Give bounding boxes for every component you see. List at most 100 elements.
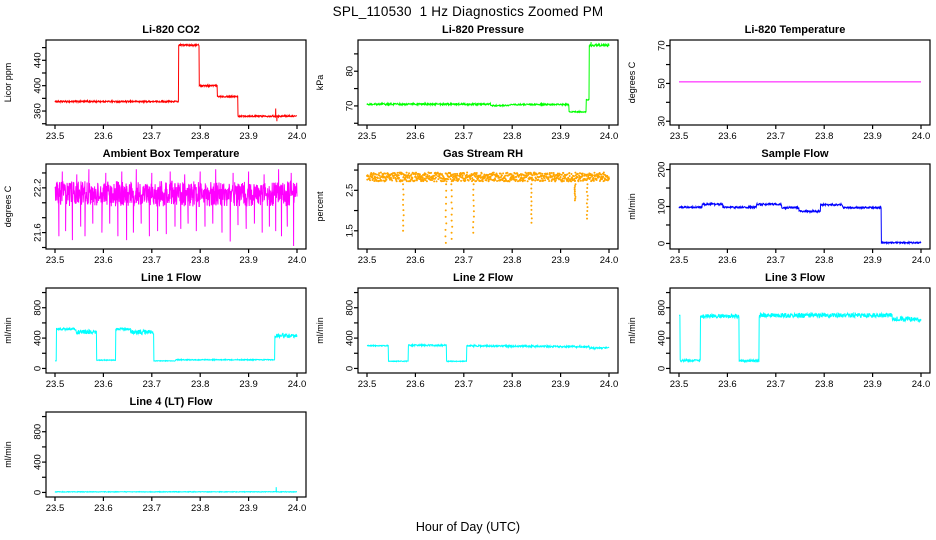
panel-line-3-flow: Line 3 Flow 23.5 23.6 23.7 23.8 23.9 24.0 0 400 8… xyxy=(624,270,936,394)
y-tick-label: 30 xyxy=(656,116,667,127)
x-tick-label: 23.6 xyxy=(94,503,113,514)
series-line xyxy=(55,326,298,362)
plot-box xyxy=(45,287,307,374)
y-axis-label: degrees C xyxy=(627,61,637,103)
y-axis-label: ml/min xyxy=(315,317,325,344)
y-axis-label: percent xyxy=(315,191,325,222)
x-tick-label: 23.9 xyxy=(239,379,258,390)
panel-plot: 23.5 23.6 23.7 23.8 23.9 24.0 360 400 440 Licor p… xyxy=(3,39,307,142)
x-tick-label: 23.5 xyxy=(46,255,65,266)
y-axis-label: Licor ppm xyxy=(3,63,13,103)
y-tick-label: 800 xyxy=(32,300,43,316)
x-tick-label: 24.0 xyxy=(912,379,931,390)
y-tick-label: 0 xyxy=(32,366,43,371)
series-line xyxy=(366,342,610,363)
plot-box xyxy=(357,39,619,126)
x-tick-label: 23.9 xyxy=(239,131,258,142)
y-tick-label: 360 xyxy=(32,103,43,119)
series-line xyxy=(678,201,922,246)
panel-ambient-box-temperature: Ambient Box Temperature 23.5 23.6 23.7 23.8 2… xyxy=(0,146,312,270)
series-dots xyxy=(366,171,610,244)
series-line xyxy=(54,42,297,122)
x-tick-label: 24.0 xyxy=(288,503,307,514)
x-tick-label: 23.5 xyxy=(358,131,377,142)
plot-box xyxy=(45,411,307,498)
y-tick-label: 0 xyxy=(656,366,667,371)
x-tick-label: 23.8 xyxy=(815,379,834,390)
panel-line-4-lt-flow: Line 4 (LT) Flow 23.5 23.6 23.7 23.8 23.9 24.0… xyxy=(0,394,312,518)
panel-plot: 23.5 23.6 23.7 23.8 23.9 24.0 0 400 800 ml/min xyxy=(3,287,307,390)
x-tick-label: 23.9 xyxy=(551,379,570,390)
x-tick-label: 23.7 xyxy=(143,503,162,514)
y-tick-label: 400 xyxy=(32,78,43,94)
plot-box xyxy=(45,39,307,126)
panel-sample-flow: Sample Flow 23.5 23.6 23.7 23.8 23.9 24.0 0 100 2… xyxy=(624,146,936,270)
series-line xyxy=(54,169,298,247)
panel-plot: 23.5 23.6 23.7 23.8 23.9 24.0 30 50 70 degrees C xyxy=(627,39,931,142)
panel-plot: 23.5 23.6 23.7 23.8 23.9 24.0 1.5 2.5 percent xyxy=(315,163,619,266)
series-line xyxy=(366,42,610,114)
x-tick-label: 23.9 xyxy=(551,131,570,142)
y-tick-label: 800 xyxy=(344,300,355,316)
x-tick-label: 23.6 xyxy=(94,131,113,142)
y-tick-label: 70 xyxy=(344,101,355,112)
panel-plot: 23.5 23.6 23.7 23.8 23.9 24.0 0 100 200 ml/min xyxy=(627,162,931,266)
y-tick-label: 800 xyxy=(656,300,667,316)
x-tick-label: 23.9 xyxy=(239,503,258,514)
x-tick-label: 23.5 xyxy=(46,503,65,514)
y-tick-label: 0 xyxy=(32,490,43,495)
x-tick-label: 23.6 xyxy=(94,255,113,266)
panel-title: Li-820 Pressure xyxy=(442,24,524,36)
x-tick-label: 23.6 xyxy=(94,379,113,390)
panel-title: Li-820 CO2 xyxy=(142,24,200,36)
x-tick-label: 23.7 xyxy=(143,379,162,390)
x-tick-label: 24.0 xyxy=(600,379,619,390)
x-tick-label: 24.0 xyxy=(600,131,619,142)
y-tick-label: 2.5 xyxy=(344,184,355,197)
plot-box xyxy=(669,163,931,250)
x-tick-label: 23.6 xyxy=(406,379,425,390)
panel-plot: 23.5 23.6 23.7 23.8 23.9 24.0 0 400 800 ml/min xyxy=(627,287,931,390)
x-tick-label: 24.0 xyxy=(600,255,619,266)
x-tick-label: 23.7 xyxy=(143,255,162,266)
x-axis-title: Hour of Day (UTC) xyxy=(415,520,521,534)
y-axis-label: ml/min xyxy=(627,317,637,344)
panel-title: Li-820 Temperature xyxy=(744,24,846,36)
plot-box xyxy=(669,287,931,374)
panel-title: Ambient Box Temperature xyxy=(102,148,240,160)
x-tick-label: 23.8 xyxy=(815,255,834,266)
x-tick-label: 24.0 xyxy=(288,131,307,142)
page-title: SPL_110530 1 Hz Diagnostics Zoomed PM xyxy=(332,4,604,19)
plot-box xyxy=(357,163,619,250)
x-tick-label: 23.6 xyxy=(718,255,737,266)
panel-title: Line 2 Flow xyxy=(453,272,513,284)
y-tick-label: 0 xyxy=(344,366,355,371)
y-tick-label: 400 xyxy=(656,330,667,346)
panel-title: Line 4 (LT) Flow xyxy=(129,396,213,408)
y-tick-label: 400 xyxy=(32,454,43,470)
x-tick-label: 23.5 xyxy=(46,379,65,390)
y-axis-label: ml/min xyxy=(627,193,637,220)
y-axis-label: kPa xyxy=(315,75,325,91)
x-tick-label: 23.8 xyxy=(191,503,210,514)
x-tick-label: 23.9 xyxy=(863,379,882,390)
x-tick-label: 23.9 xyxy=(863,255,882,266)
panels-grid: Li-820 CO2 23.5 23.6 23.7 23.8 23.9 24.0 360 400… xyxy=(0,22,936,518)
panel-line-1-flow: Line 1 Flow 23.5 23.6 23.7 23.8 23.9 24.0 0 400 8… xyxy=(0,270,312,394)
panel-gas-stream-rh: Gas Stream RH 23.5 23.6 23.7 23.8 23.9 24.0 1.5… xyxy=(312,146,624,270)
x-tick-label: 23.5 xyxy=(670,255,689,266)
panel-li-820-co2: Li-820 CO2 23.5 23.6 23.7 23.8 23.9 24.0 360 400… xyxy=(0,22,312,146)
panel-title: Gas Stream RH xyxy=(442,148,524,160)
panel-plot: 23.5 23.6 23.7 23.8 23.9 24.0 70 80 kPa xyxy=(315,39,619,142)
x-tick-label: 23.8 xyxy=(815,131,834,142)
x-tick-label: 23.8 xyxy=(503,255,522,266)
plot-box xyxy=(45,163,307,250)
series-line xyxy=(54,487,298,494)
x-tick-label: 23.7 xyxy=(767,379,786,390)
x-tick-label: 23.7 xyxy=(767,131,786,142)
x-tick-label: 23.7 xyxy=(455,131,474,142)
x-tick-label: 24.0 xyxy=(288,379,307,390)
panel-title: Line 3 Flow xyxy=(765,272,825,284)
y-axis-label: ml/min xyxy=(3,441,13,468)
y-tick-label: 22.2 xyxy=(32,179,43,198)
